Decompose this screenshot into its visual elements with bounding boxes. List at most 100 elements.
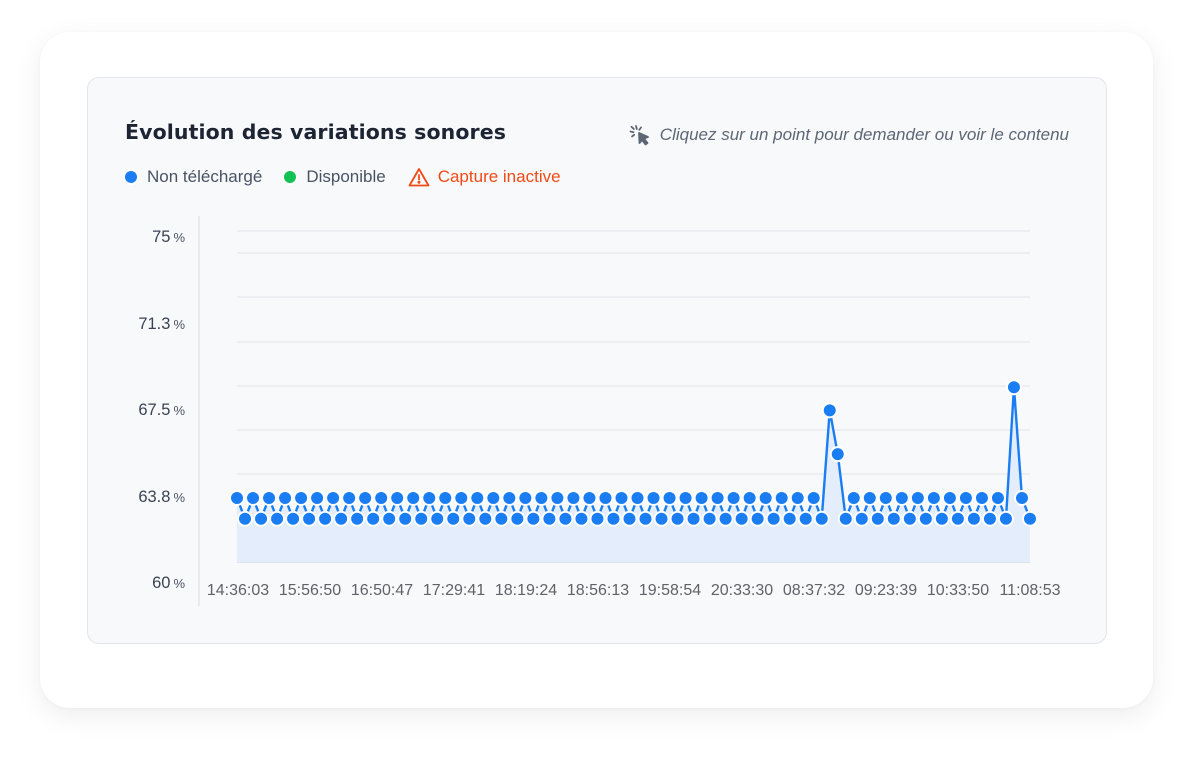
data-point[interactable] (557, 510, 574, 527)
data-point[interactable] (869, 510, 886, 527)
data-point[interactable] (541, 510, 558, 527)
data-point[interactable] (253, 510, 270, 527)
data-point[interactable] (365, 510, 382, 527)
data-point[interactable] (605, 510, 622, 527)
data-point[interactable] (549, 490, 566, 506)
data-point[interactable] (861, 490, 878, 506)
data-point[interactable] (733, 510, 750, 527)
data-point[interactable] (877, 490, 894, 506)
data-point[interactable] (813, 510, 830, 527)
data-point[interactable] (421, 490, 438, 506)
data-point[interactable] (949, 510, 966, 527)
data-point[interactable] (645, 490, 662, 506)
data-point[interactable] (237, 510, 254, 527)
data-point[interactable] (901, 510, 918, 527)
data-point[interactable] (285, 510, 302, 527)
legend-item-disponible[interactable]: Disponible (284, 167, 386, 187)
data-point[interactable] (677, 490, 694, 506)
data-point[interactable] (749, 510, 766, 527)
data-point[interactable] (461, 510, 478, 527)
data-point[interactable] (1005, 379, 1022, 396)
data-point[interactable] (725, 490, 742, 506)
data-point[interactable] (1021, 510, 1038, 527)
data-point[interactable] (805, 490, 822, 506)
data-point[interactable] (717, 510, 734, 527)
data-point[interactable] (525, 510, 542, 527)
data-point[interactable] (965, 510, 982, 527)
data-point[interactable] (1013, 490, 1030, 506)
data-point[interactable] (933, 510, 950, 527)
data-point[interactable] (405, 490, 422, 506)
data-point[interactable] (797, 510, 814, 527)
data-point[interactable] (373, 490, 390, 506)
data-point[interactable] (509, 510, 526, 527)
data-point[interactable] (325, 490, 342, 506)
data-point[interactable] (909, 490, 926, 506)
data-point[interactable] (261, 490, 278, 506)
data-point[interactable] (429, 510, 446, 527)
legend-item-non-telecharge[interactable]: Non téléchargé (125, 167, 262, 187)
data-point[interactable] (757, 490, 774, 506)
data-point[interactable] (989, 490, 1006, 506)
data-point[interactable] (765, 510, 782, 527)
data-point[interactable] (301, 510, 318, 527)
data-point[interactable] (469, 490, 486, 506)
data-point[interactable] (925, 490, 942, 506)
data-point[interactable] (573, 510, 590, 527)
data-point[interactable] (837, 510, 854, 527)
data-point[interactable] (533, 490, 550, 506)
data-point[interactable] (773, 490, 790, 506)
data-point[interactable] (917, 510, 934, 527)
data-point[interactable] (293, 490, 310, 506)
data-point[interactable] (269, 510, 286, 527)
data-point[interactable] (349, 510, 366, 527)
data-point[interactable] (453, 490, 470, 506)
data-point[interactable] (565, 490, 582, 506)
data-point[interactable] (685, 510, 702, 527)
data-point[interactable] (589, 510, 606, 527)
data-point[interactable] (653, 510, 670, 527)
data-point[interactable] (741, 490, 758, 506)
data-point[interactable] (669, 510, 686, 527)
data-point[interactable] (445, 510, 462, 527)
data-point[interactable] (437, 490, 454, 506)
data-point[interactable] (629, 490, 646, 506)
data-point[interactable] (781, 510, 798, 527)
data-point[interactable] (789, 490, 806, 506)
data-point[interactable] (693, 490, 710, 506)
data-point[interactable] (381, 510, 398, 527)
data-point[interactable] (981, 510, 998, 527)
data-point[interactable] (709, 490, 726, 506)
data-point[interactable] (581, 490, 598, 506)
data-point[interactable] (485, 490, 502, 506)
data-point[interactable] (413, 510, 430, 527)
data-point[interactable] (341, 490, 358, 506)
data-point[interactable] (389, 490, 406, 506)
data-point[interactable] (821, 402, 838, 419)
data-point[interactable] (333, 510, 350, 527)
data-point[interactable] (957, 490, 974, 506)
data-point[interactable] (277, 490, 294, 506)
data-point[interactable] (997, 510, 1014, 527)
data-point[interactable] (493, 510, 510, 527)
data-point[interactable] (637, 510, 654, 527)
data-point[interactable] (309, 490, 326, 506)
data-point[interactable] (845, 490, 862, 506)
data-point[interactable] (245, 490, 262, 506)
data-point[interactable] (973, 490, 990, 506)
data-point[interactable] (885, 510, 902, 527)
data-point[interactable] (941, 490, 958, 506)
data-point[interactable] (613, 490, 630, 506)
data-point[interactable] (317, 510, 334, 527)
data-point[interactable] (357, 490, 374, 506)
legend-item-capture-inactive[interactable]: Capture inactive (408, 167, 561, 187)
data-point[interactable] (829, 446, 846, 463)
data-point[interactable] (517, 490, 534, 506)
data-point[interactable] (853, 510, 870, 527)
data-point[interactable] (661, 490, 678, 506)
data-point[interactable] (893, 490, 910, 506)
data-point[interactable] (501, 490, 518, 506)
data-point[interactable] (229, 490, 245, 506)
data-point[interactable] (597, 490, 614, 506)
data-point[interactable] (621, 510, 638, 527)
